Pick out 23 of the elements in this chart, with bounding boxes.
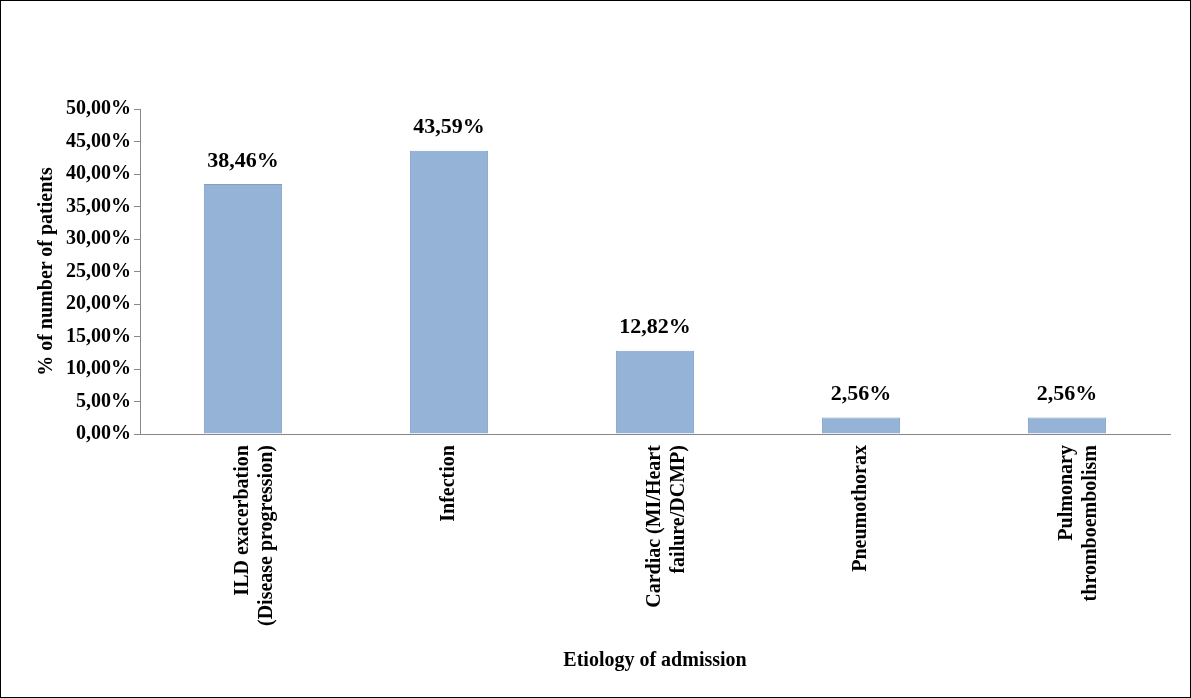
y-tick-label: 25,00% <box>66 258 131 281</box>
data-label: 43,59% <box>413 113 485 139</box>
y-axis-title: % of number of patients <box>34 167 58 376</box>
x-tick-label: Pulmonary thromboembolism <box>1054 444 1101 602</box>
y-tick-label: 0,00% <box>76 421 131 444</box>
x-tick-label: ILD exacerbation (Disease progression) <box>230 445 278 626</box>
y-tick-label: 30,00% <box>66 226 131 249</box>
data-label: 12,82% <box>619 313 691 339</box>
y-tick-label: 10,00% <box>66 356 131 379</box>
data-label: 38,46% <box>207 146 279 172</box>
x-axis-title: Etiology of admission <box>563 648 747 672</box>
x-tick-label: Pneumothorax <box>848 445 871 572</box>
y-tick-label: 15,00% <box>66 323 131 346</box>
data-label: 2,56% <box>1036 380 1098 406</box>
y-tick-label: 20,00% <box>66 291 131 314</box>
y-tick-label: 45,00% <box>66 128 131 151</box>
y-tick-label: 5,00% <box>76 388 131 411</box>
y-tick-label: 35,00% <box>66 193 131 216</box>
x-tick-label: Cardiac (MI/Heart failure/DCMP) <box>642 444 690 608</box>
y-tick-label: 50,00% <box>66 96 131 119</box>
y-tick-label: 40,00% <box>66 161 131 184</box>
data-label: 2,56% <box>830 380 892 406</box>
x-tick-label: Infection <box>436 445 459 522</box>
